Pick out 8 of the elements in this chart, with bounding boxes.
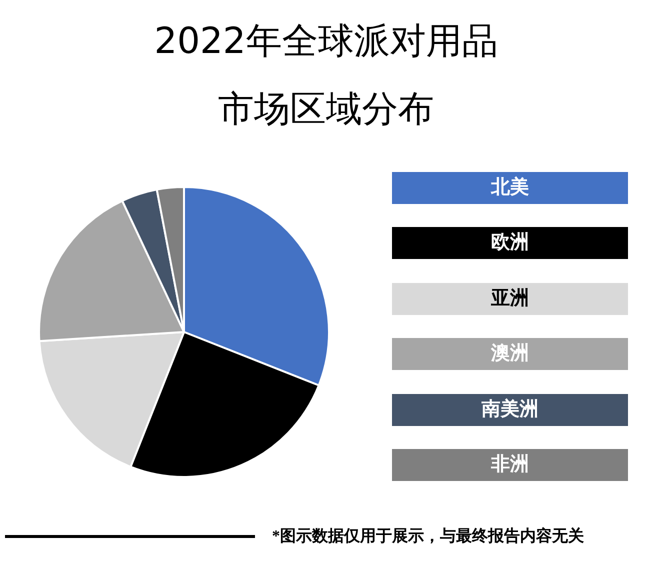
chart-title: 2022年全球派对用品市场区域分布 xyxy=(153,20,499,132)
legend-label: 欧洲 xyxy=(487,227,533,260)
legend-label: 北美 xyxy=(487,172,533,204)
legend-label: 亚洲 xyxy=(487,282,533,315)
text: *图示数据仅用于展示，与最终报告内容无关 xyxy=(272,526,584,547)
legend-label: 澳洲 xyxy=(487,338,533,370)
legend-label: 非洲 xyxy=(487,448,533,481)
legend-label: 南美洲 xyxy=(478,394,542,426)
